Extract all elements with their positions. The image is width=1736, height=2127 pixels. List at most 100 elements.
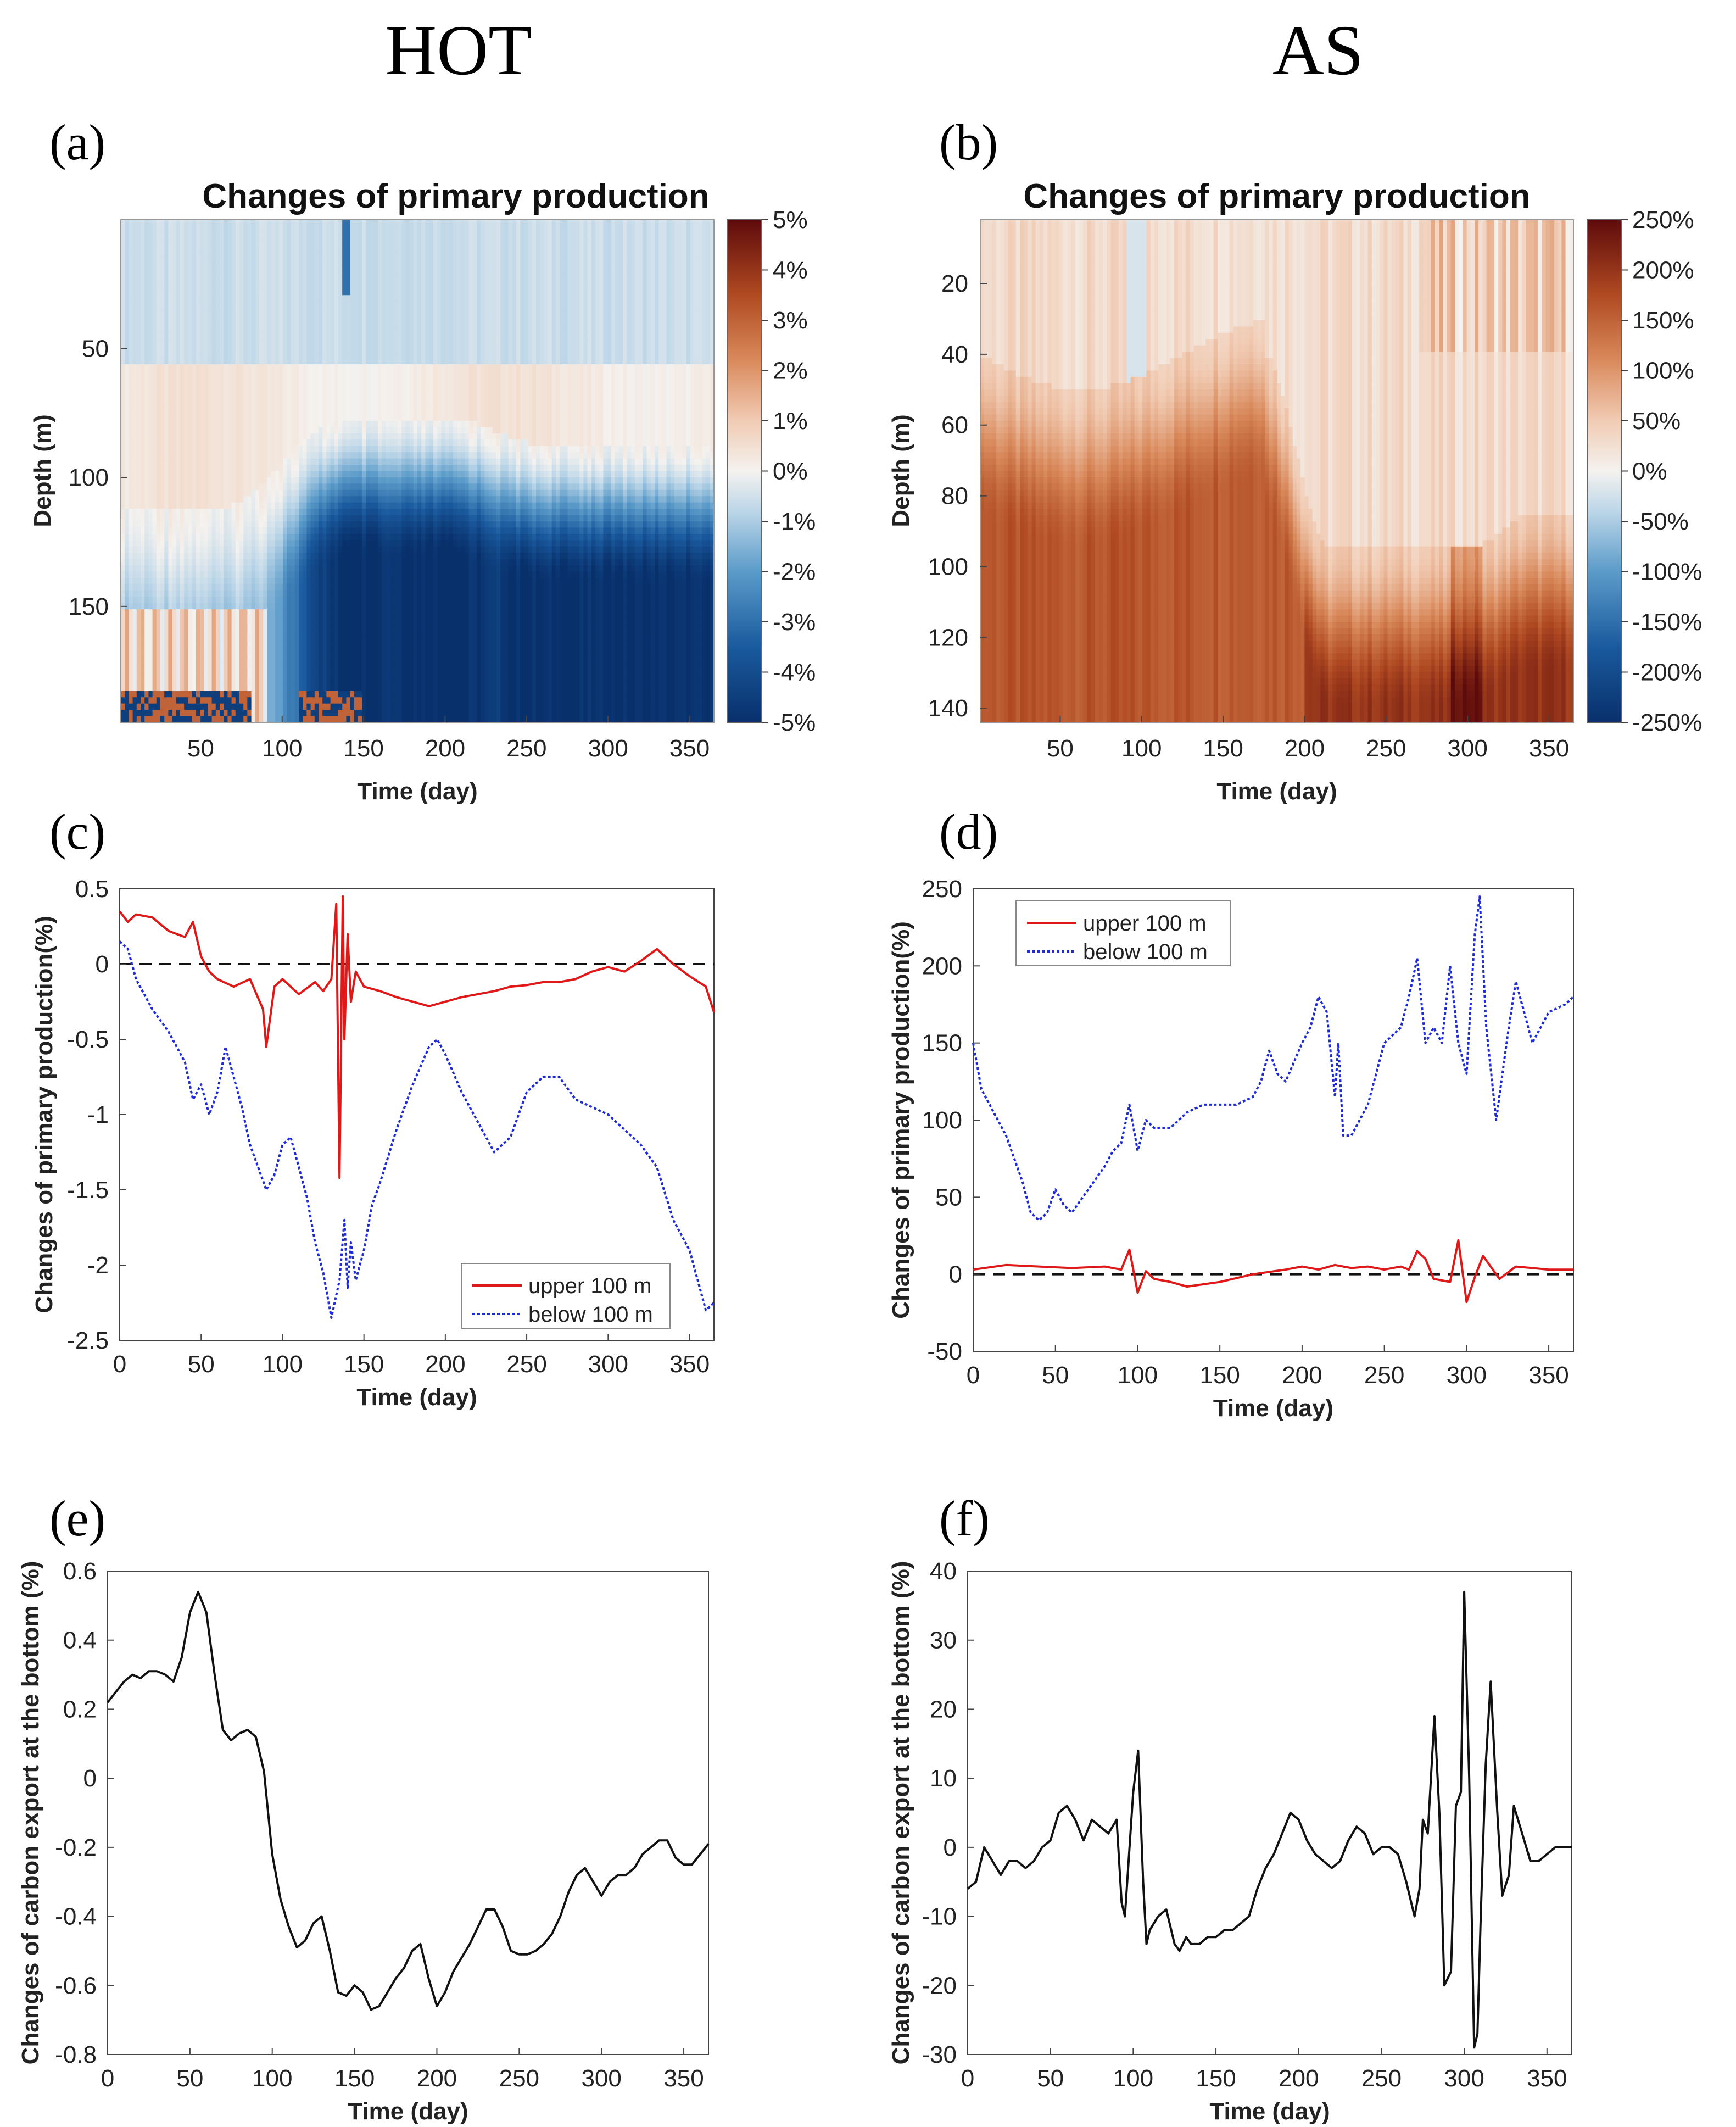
- heatmap-a-cell: [243, 584, 248, 591]
- heatmap-a-cell: [184, 439, 189, 447]
- heatmap-a-cell: [188, 603, 193, 610]
- heatmap-a-cell: [358, 533, 362, 541]
- heatmap-a-cell: [208, 502, 213, 509]
- heatmap-a-cell: [144, 238, 149, 246]
- heatmap-a-cell: [192, 383, 197, 390]
- heatmap-a-cell: [267, 703, 272, 710]
- heatmap-a-cell: [346, 678, 351, 686]
- heatmap-a-cell: [204, 295, 209, 302]
- heatmap-a-cell: [172, 710, 177, 717]
- heatmap-a-cell: [342, 515, 347, 522]
- heatmap-a-cell: [299, 489, 303, 497]
- heatmap-a-cell: [200, 659, 204, 666]
- heatmap-a-cell: [366, 251, 371, 258]
- heatmap-a-cell: [362, 427, 367, 434]
- heatmap-a-cell: [160, 352, 165, 359]
- heatmap-a-cell: [354, 427, 359, 434]
- heatmap-a-cell: [184, 326, 189, 333]
- heatmap-a-cell: [306, 691, 311, 698]
- heatmap-a-cell: [204, 489, 209, 497]
- heatmap-a-cell: [275, 220, 280, 227]
- heatmap-a-cell: [204, 465, 209, 472]
- heatmap-a-cell: [350, 301, 355, 308]
- heatmap-a-cell: [358, 414, 362, 421]
- heatmap-a-cell: [132, 408, 137, 415]
- heatmap-a-cell: [362, 370, 367, 377]
- heatmap-a-cell: [291, 383, 295, 390]
- heatmap-a-cell: [287, 376, 292, 384]
- heatmap-a-cell: [208, 364, 213, 371]
- heatmap-a-cell: [334, 559, 339, 566]
- heatmap-a-cell: [291, 647, 295, 654]
- heatmap-a-cell: [204, 622, 209, 629]
- heatmap-a-cell: [334, 264, 339, 271]
- heatmap-a-cell: [310, 326, 315, 333]
- heatmap-a-cell: [322, 408, 327, 415]
- heatmap-a-cell: [346, 483, 351, 491]
- heatmap-a-cell: [350, 609, 355, 616]
- heatmap-a-cell: [141, 238, 145, 246]
- heatmap-a-cell: [152, 540, 157, 547]
- heatmap-a-cell: [141, 232, 145, 240]
- heatmap-a-cell: [263, 282, 268, 289]
- heatmap-a-cell: [141, 483, 145, 491]
- heatmap-a-cell: [326, 710, 331, 717]
- heatmap-a-cell: [144, 546, 149, 553]
- heatmap-a-cell: [279, 634, 283, 642]
- heatmap-a-cell: [255, 471, 260, 478]
- heatmap-a-cell: [263, 703, 268, 710]
- heatmap-a-cell: [152, 270, 157, 277]
- heatmap-a-cell: [224, 546, 228, 553]
- heatmap-a-cell: [144, 483, 149, 491]
- heatmap-a-cell: [148, 276, 153, 283]
- heatmap-a-cell: [338, 465, 343, 472]
- heatmap-a-cell: [231, 590, 236, 598]
- heatmap-a-cell: [180, 370, 185, 377]
- heatmap-a-cell: [299, 308, 303, 315]
- heatmap-a-cell: [306, 527, 311, 534]
- heatmap-a-cell: [204, 483, 209, 491]
- heatmap-a-cell: [121, 238, 125, 246]
- heatmap-a-cell: [129, 509, 133, 516]
- heatmap-a-cell: [192, 653, 197, 660]
- heatmap-a-cell: [215, 634, 220, 642]
- heatmap-a-cell: [148, 389, 153, 397]
- heatmap-a-cell: [164, 496, 169, 503]
- heatmap-a-cell: [204, 509, 209, 516]
- heatmap-a-cell: [350, 597, 355, 604]
- heatmap-a-cell: [303, 584, 308, 591]
- heatmap-a-cell: [148, 515, 153, 522]
- heatmap-a-cell: [164, 458, 169, 465]
- heatmap-a-cell: [326, 672, 331, 679]
- heatmap-a-cell: [303, 465, 308, 472]
- heatmap-a-cell: [141, 584, 145, 591]
- heatmap-a-cell: [279, 659, 283, 666]
- heatmap-a-cell: [125, 641, 130, 648]
- heatmap-a-cell: [156, 226, 161, 233]
- heatmap-a-cell: [148, 691, 153, 698]
- heatmap-a-cell: [184, 710, 189, 717]
- heatmap-a-cell: [129, 251, 133, 258]
- heatmap-a-cell: [306, 320, 311, 327]
- heatmap-a-cell: [247, 477, 252, 485]
- heatmap-a-cell: [184, 402, 189, 409]
- heatmap-a-cell: [334, 458, 339, 465]
- heatmap-a-cell: [168, 590, 173, 598]
- heatmap-a-cell: [136, 527, 141, 534]
- heatmap-a-cell: [314, 370, 319, 377]
- heatmap-a-cell: [271, 609, 276, 616]
- heatmap-a-cell: [322, 597, 327, 604]
- heatmap-a-cell: [180, 559, 185, 566]
- heatmap-a-cell: [354, 232, 359, 240]
- heatmap-a-cell: [251, 615, 256, 622]
- heatmap-a-cell: [291, 641, 295, 648]
- heatmap-a-cell: [342, 483, 347, 491]
- heatmap-a-cell: [121, 697, 125, 704]
- heatmap-a-cell: [263, 691, 268, 698]
- heatmap-a-cell: [211, 641, 216, 648]
- heatmap-a-cell: [259, 226, 264, 233]
- heatmap-a-cell: [180, 691, 185, 698]
- heatmap-a-cell: [224, 288, 228, 296]
- heatmap-a-cell: [235, 301, 240, 308]
- heatmap-a-cell: [362, 546, 367, 553]
